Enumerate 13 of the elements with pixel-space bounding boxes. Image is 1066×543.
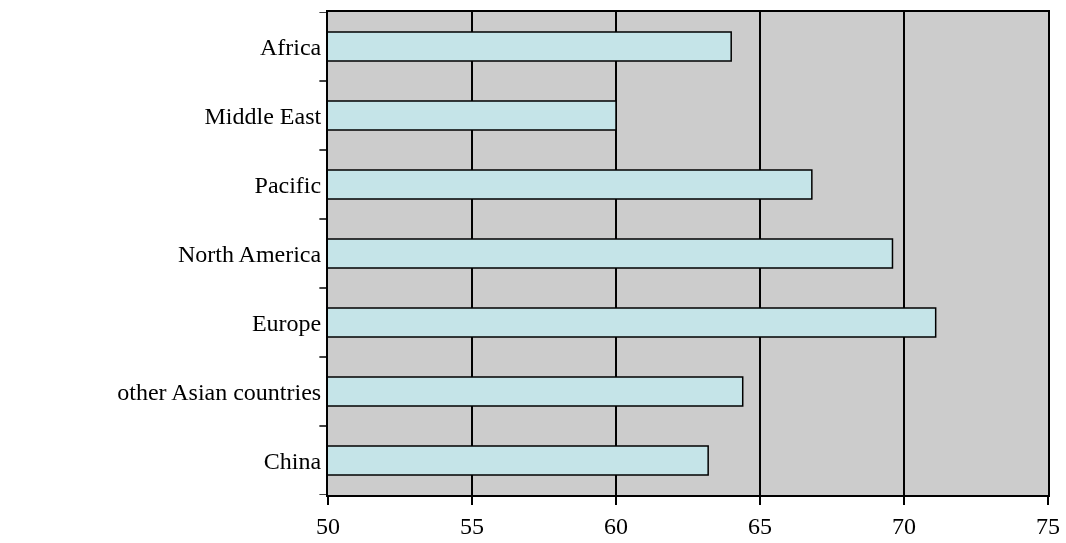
x-tick-label: 70	[892, 512, 916, 539]
x-tick-label: 65	[748, 512, 772, 539]
x-tick-label: 55	[460, 512, 484, 539]
y-tick-label: Pacific	[254, 171, 322, 198]
y-tick-label: North America	[177, 240, 322, 267]
x-tick-label: 60	[604, 512, 628, 539]
y-tick-label: China	[263, 447, 322, 474]
y-tick-label: Africa	[259, 33, 322, 60]
y-tick-label: other Asian countries	[117, 378, 322, 405]
y-tick-label: Middle East	[204, 102, 322, 129]
x-tick-label: 50	[316, 512, 340, 539]
x-tick-label: 75	[1036, 512, 1060, 539]
y-tick-label: Europe	[251, 309, 322, 336]
